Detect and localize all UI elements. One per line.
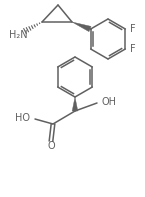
Text: F: F (129, 24, 135, 34)
Polygon shape (72, 22, 91, 32)
Polygon shape (72, 97, 78, 111)
Text: H₂N: H₂N (9, 30, 27, 40)
Text: HO: HO (15, 113, 30, 123)
Text: F: F (129, 44, 135, 54)
Text: O: O (47, 141, 55, 151)
Text: OH: OH (102, 97, 117, 107)
